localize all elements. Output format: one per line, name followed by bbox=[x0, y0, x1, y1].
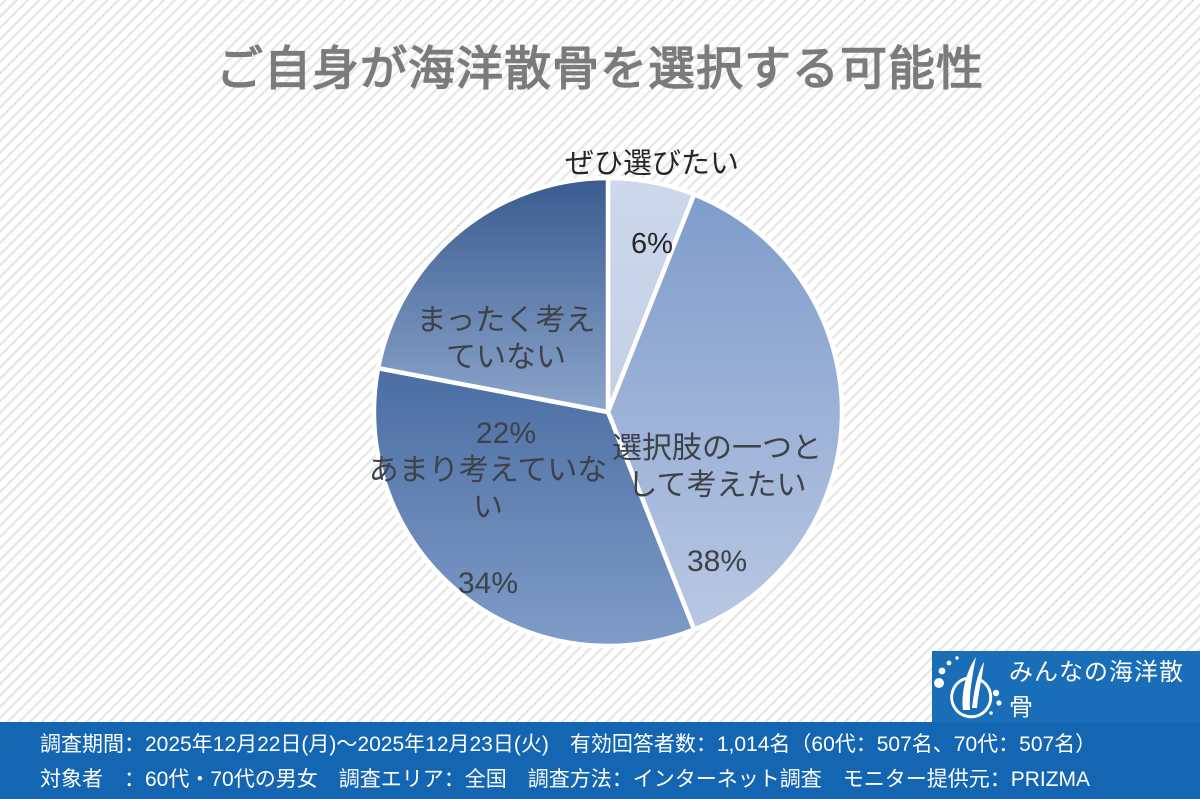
pie-slice-mattaku-22 bbox=[375, 175, 611, 415]
survey-info-line2: 対象者 ：60代・70代の男女 調査エリア：全国 調査方法：インターネット調査 … bbox=[40, 768, 1091, 791]
pie-label-zehi-erabitai: ぜひ選びたい 6% bbox=[502, 106, 802, 303]
pie-label-text: 選択肢の一つと して考えたい bbox=[612, 432, 822, 502]
brand-logo-text: みんなの海洋散骨 bbox=[1009, 657, 1184, 721]
pie-label-percent: 22% bbox=[475, 417, 537, 450]
chart-title: ご自身が海洋散骨を選択する可能性 bbox=[216, 42, 984, 95]
pie-label-text: まったく考え ていない bbox=[416, 304, 596, 374]
pie-slice-amari-34 bbox=[371, 365, 697, 649]
pie-label-sentakushi: 選択肢の一つと して考えたい 38% bbox=[592, 393, 842, 617]
pie-label-text: ぜひ選びたい bbox=[564, 148, 739, 180]
pie-chart-svg bbox=[371, 175, 845, 649]
pie-label-text: あまり考えていな い bbox=[368, 454, 608, 524]
survey-info-line1: 調査期間：2025年12月22日(月)～2025年12月23日(火) 有効回答者… bbox=[40, 733, 1097, 756]
pie-label-percent: 38% bbox=[686, 545, 748, 578]
pie-slice-sentakushi-38 bbox=[605, 192, 845, 632]
pie-chart bbox=[358, 162, 858, 662]
wave-leaf-logo-icon bbox=[934, 656, 1002, 719]
brand-logo-box: みんなの海洋散骨 bbox=[932, 651, 1200, 722]
pie-label-amari: あまり考えていな い 34% bbox=[368, 415, 608, 639]
pie-label-mattaku: まったく考え ていない 22% bbox=[396, 265, 616, 489]
pie-label-percent: 34% bbox=[457, 567, 519, 600]
survey-info-bar: 調査期間：2025年12月22日(月)～2025年12月23日(火) 有効回答者… bbox=[0, 722, 1200, 799]
pie-label-percent: 6% bbox=[631, 228, 673, 260]
